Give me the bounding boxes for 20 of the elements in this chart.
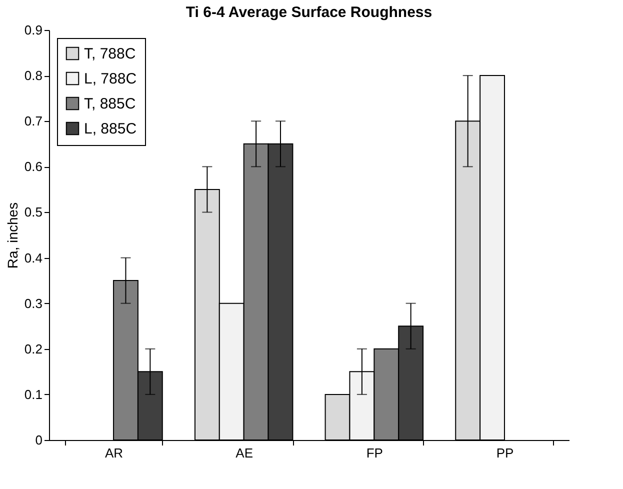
- y-tick-label: 0.5: [24, 204, 42, 220]
- legend-label: L, 788C: [84, 70, 137, 88]
- y-tick-label: 0.9: [24, 22, 42, 38]
- x-tick-label: FP: [366, 446, 383, 460]
- x-tick-label: AE: [236, 446, 254, 460]
- y-tick-label: 0.8: [24, 68, 42, 84]
- y-tick-label: 0: [35, 432, 42, 448]
- y-tick-label: 0.2: [24, 341, 42, 356]
- legend-label: T, 788C: [84, 46, 136, 62]
- x-tick-label: AR: [104, 446, 124, 460]
- legend-label: T, 885C: [84, 96, 136, 112]
- y-tick-label: 0.3: [24, 296, 42, 311]
- y-tick-label: 0.4: [24, 250, 42, 266]
- chart-title: Ti 6-4 Average Surface Roughness: [186, 4, 432, 21]
- legend-label: L, 885C: [84, 120, 137, 138]
- y-axis-title: Ra, inches: [4, 202, 20, 269]
- y-tick-label: 0.7: [24, 114, 42, 129]
- y-tick-label: 0.6: [24, 159, 42, 174]
- x-tick-label: PP: [496, 446, 514, 460]
- y-tick-label: 0.1: [24, 386, 42, 402]
